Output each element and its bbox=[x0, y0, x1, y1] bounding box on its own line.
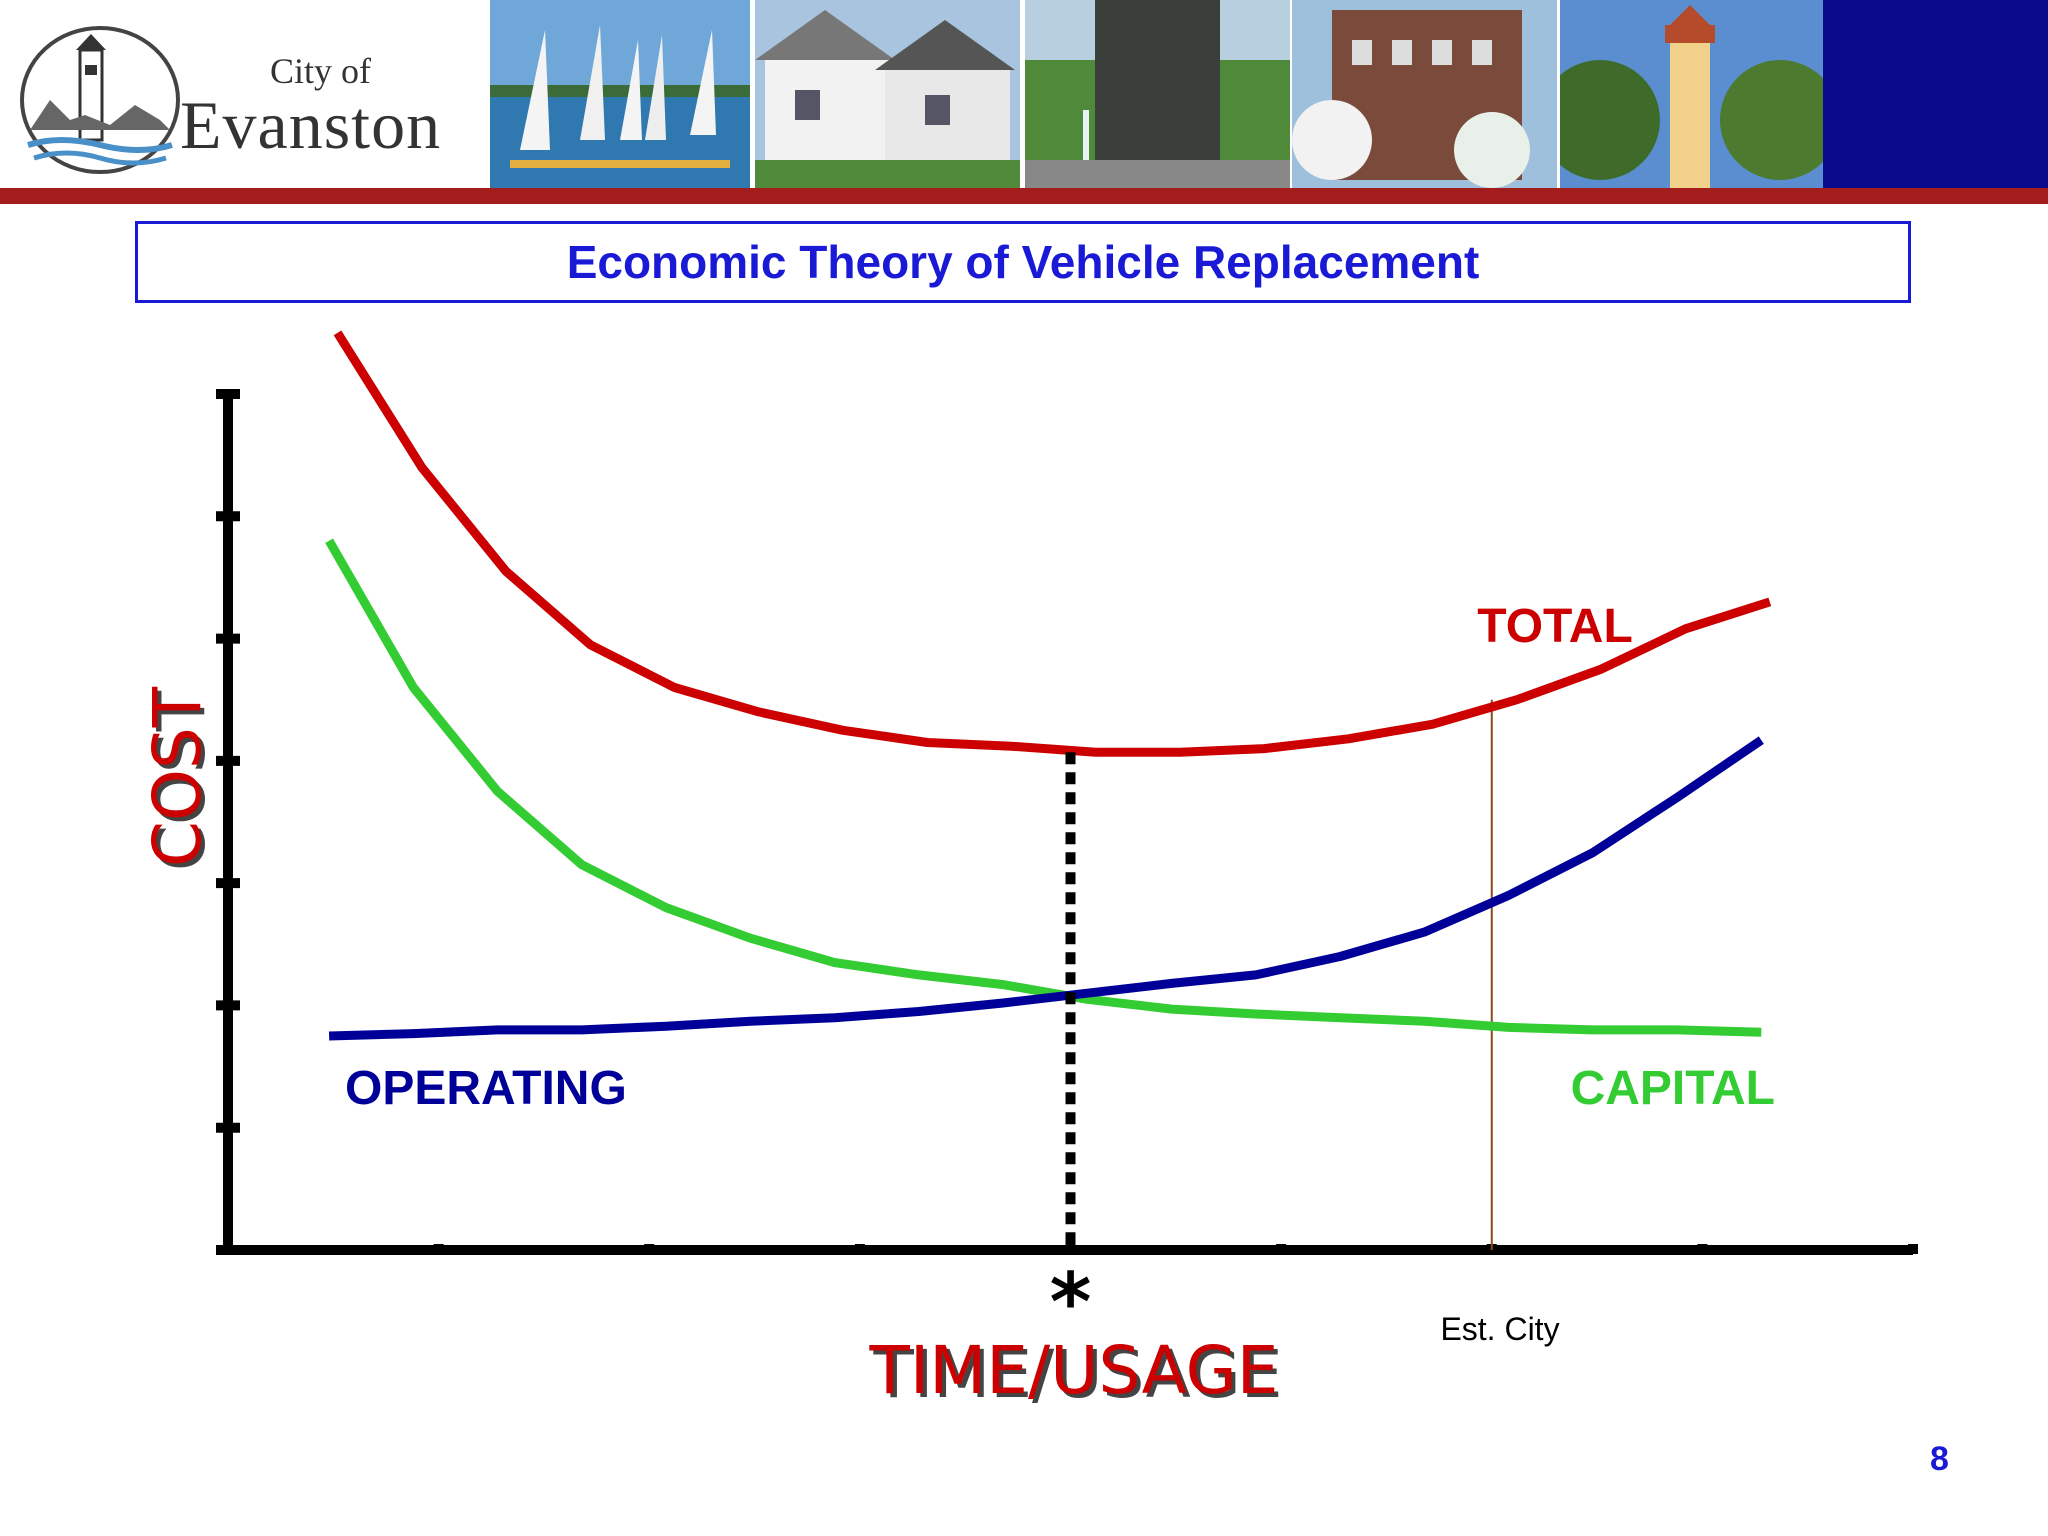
city-logo[interactable]: City of Evanston bbox=[0, 0, 488, 188]
series-label-operating: OPERATING bbox=[345, 1062, 627, 1115]
slide-title: Economic Theory of Vehicle Replacement bbox=[566, 236, 1480, 288]
optimum-asterisk: * bbox=[1050, 1256, 1092, 1349]
series-label-total: TOTAL bbox=[1477, 600, 1633, 653]
header-rule bbox=[0, 188, 2048, 204]
header-banner: City of Evanston bbox=[0, 0, 2048, 204]
brick-building-photo bbox=[1292, 0, 1557, 188]
y-axis-label-shadow: COST bbox=[143, 690, 220, 871]
lighthouse-photo bbox=[1560, 0, 1823, 188]
sailboats-photo bbox=[490, 0, 750, 188]
logo-evanston: Evanston bbox=[180, 87, 442, 163]
series-line-operating bbox=[328, 736, 1764, 1041]
page-number: 8 bbox=[1930, 1440, 1949, 1478]
x-axis-label: TIME/USAGE bbox=[869, 1332, 1279, 1409]
slide-title-box: Economic Theory of Vehicle Replacement bbox=[135, 221, 1911, 303]
lighthouse-seal-icon bbox=[20, 26, 180, 174]
series-line-total bbox=[333, 330, 1772, 757]
y-axis-label: COST bbox=[139, 686, 216, 867]
est-city-label: Est. City bbox=[1440, 1311, 1559, 1347]
header-navy-block bbox=[1823, 0, 2048, 188]
x-axis-label-shadow: TIME/USAGE bbox=[873, 1336, 1283, 1413]
logo-city-of: City of bbox=[270, 51, 372, 91]
series-line-capital bbox=[325, 538, 1762, 1037]
fountain-tower-photo bbox=[1025, 0, 1290, 188]
houses-photo bbox=[755, 0, 1020, 188]
series-label-capital: CAPITAL bbox=[1571, 1062, 1775, 1115]
